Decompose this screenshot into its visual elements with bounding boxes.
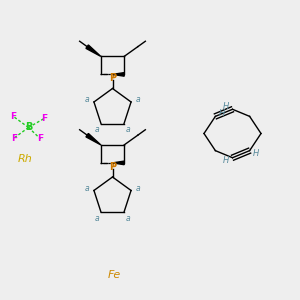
Text: a: a — [85, 184, 89, 193]
Text: a: a — [136, 95, 140, 104]
Text: a: a — [126, 214, 131, 223]
Text: B: B — [25, 122, 32, 133]
Text: P: P — [109, 73, 116, 83]
Text: F: F — [38, 134, 44, 143]
Text: Rh: Rh — [18, 154, 33, 164]
Polygon shape — [86, 45, 101, 56]
Text: H: H — [253, 148, 260, 158]
Text: H: H — [223, 156, 229, 165]
Text: a: a — [85, 95, 89, 104]
Text: H: H — [223, 102, 229, 111]
Polygon shape — [112, 73, 124, 76]
Polygon shape — [112, 161, 124, 165]
Text: F: F — [11, 134, 17, 142]
Text: F: F — [10, 112, 16, 121]
Text: a: a — [136, 184, 140, 193]
Text: F: F — [41, 114, 47, 123]
Text: Fe: Fe — [107, 269, 121, 280]
Text: a: a — [94, 214, 99, 223]
Polygon shape — [86, 134, 101, 145]
Text: H: H — [219, 110, 225, 118]
Text: P: P — [109, 161, 116, 172]
Text: a: a — [94, 125, 99, 134]
Text: a: a — [126, 125, 131, 134]
